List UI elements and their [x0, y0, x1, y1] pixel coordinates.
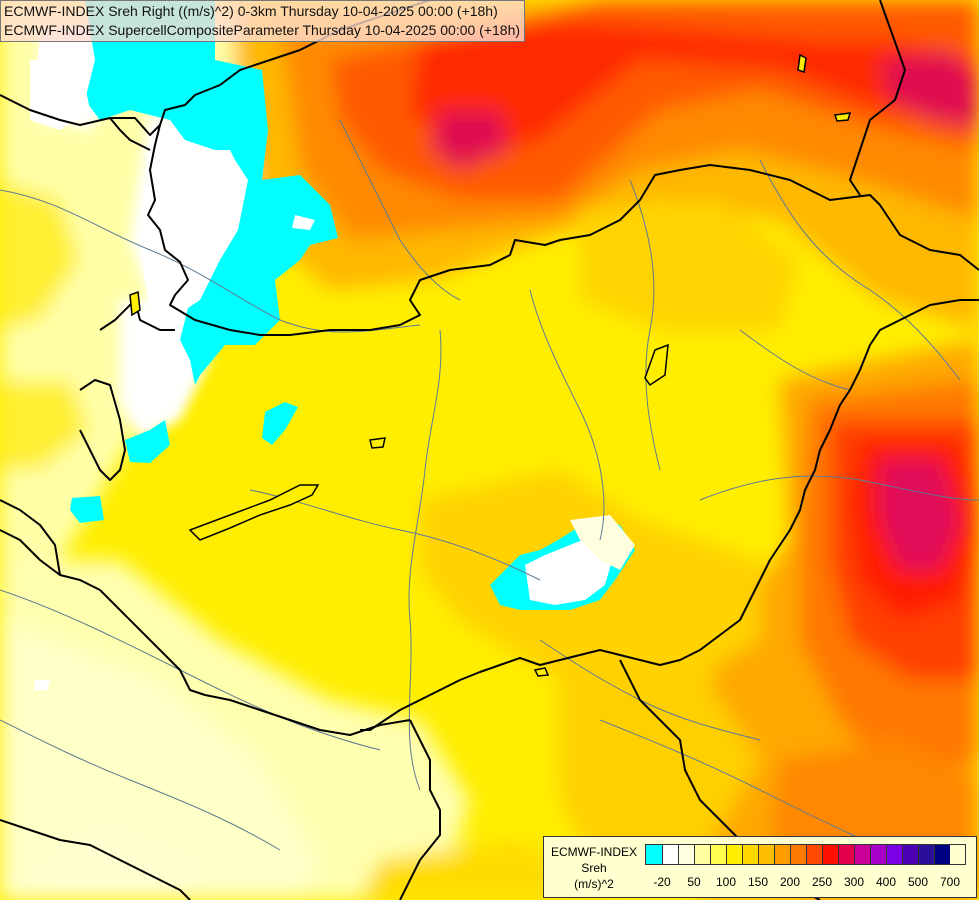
title-sreh: ECMWF-INDEX Sreh Right ((m/s)^2) 0-3km T… — [4, 3, 498, 19]
legend-swatch — [870, 845, 886, 865]
legend-swatch — [710, 845, 726, 865]
legend-swatch — [918, 845, 934, 865]
legend-tick-label: 50 — [687, 875, 701, 889]
legend-swatch — [822, 845, 838, 865]
legend-swatch — [646, 845, 662, 865]
legend-colorbar — [646, 837, 966, 867]
legend-tick-label: 700 — [939, 875, 961, 889]
cyan-zones — [30, 0, 635, 690]
legend-swatch — [694, 845, 710, 865]
legend-label-variable: Sreh — [581, 861, 607, 875]
legend-tick-label: 300 — [843, 875, 865, 889]
legend-swatch — [662, 845, 678, 865]
color-legend: ECMWF-INDEX Sreh (m/s)^2 -20 50 100 150 200 2… — [543, 836, 977, 898]
legend-swatch — [726, 845, 742, 865]
legend-tick-label: 250 — [811, 875, 833, 889]
legend-swatch — [934, 845, 950, 865]
legend-swatch — [790, 845, 806, 865]
legend-tick-label: 100 — [715, 875, 737, 889]
legend-swatch — [678, 845, 694, 865]
map-title-box: ECMWF-INDEX Sreh Right ((m/s)^2) 0-3km T… — [0, 0, 526, 42]
lakes — [129, 53, 852, 677]
legend-tick-label: 400 — [875, 875, 897, 889]
legend-swatch — [838, 845, 854, 865]
legend-swatch — [854, 845, 870, 865]
legend-swatch — [806, 845, 822, 865]
legend-swatch — [886, 845, 902, 865]
legend-label-source: ECMWF-INDEX — [551, 845, 637, 859]
legend-tick-label: 150 — [747, 875, 769, 889]
legend-swatch — [774, 845, 790, 865]
legend-swatch — [742, 845, 758, 865]
legend-tick-label: -20 — [653, 875, 671, 889]
legend-swatch — [902, 845, 918, 865]
legend-tick-label: 500 — [907, 875, 929, 889]
legend-label-unit: (m/s)^2 — [574, 877, 614, 891]
title-scp: ECMWF-INDEX SupercellCompositeParameter … — [4, 22, 521, 38]
legend-tick-label: 200 — [779, 875, 801, 889]
legend-swatch — [758, 845, 774, 865]
